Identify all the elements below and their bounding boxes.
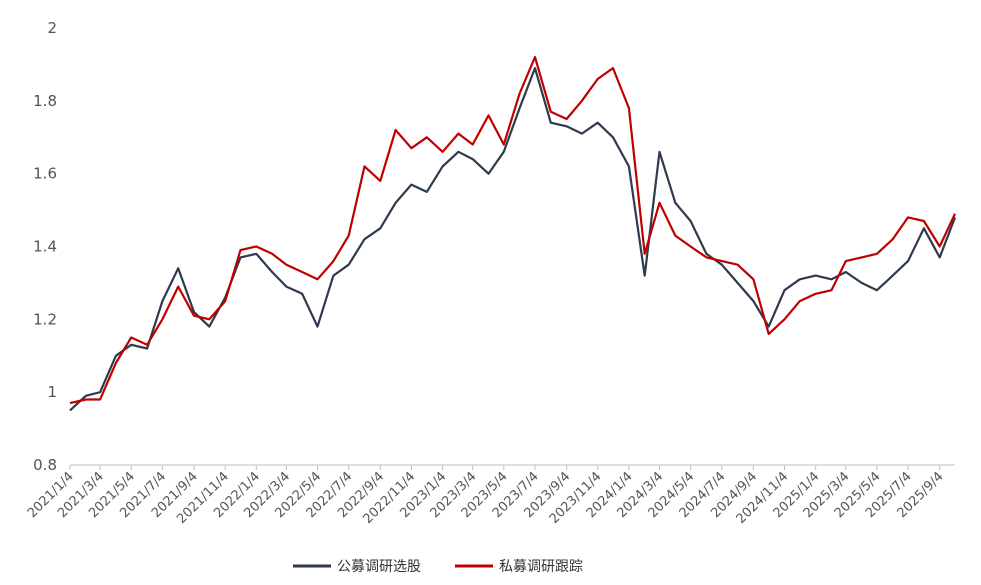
y-tick-label: 0.8 xyxy=(33,456,57,474)
legend: 公募调研选股 私募调研跟踪 xyxy=(293,559,583,575)
y-axis: 0.8 1 1.2 1.4 1.6 1.8 2 xyxy=(33,19,57,474)
series-line-private xyxy=(69,55,956,405)
legend-label-private: 私募调研跟踪 xyxy=(499,559,583,575)
series-line-public xyxy=(69,66,957,412)
x-axis: 2021/1/42021/3/42021/5/42021/7/42021/9/4… xyxy=(25,465,947,527)
series-lines xyxy=(69,55,957,412)
legend-label-public: 公募调研选股 xyxy=(337,559,421,575)
y-tick-label: 1.6 xyxy=(33,165,57,183)
y-tick-label: 1 xyxy=(47,383,57,401)
y-tick-label: 1.4 xyxy=(33,238,57,256)
y-tick-label: 1.2 xyxy=(33,310,57,328)
y-tick-label: 1.8 xyxy=(33,92,57,110)
y-tick-label: 2 xyxy=(47,19,57,37)
